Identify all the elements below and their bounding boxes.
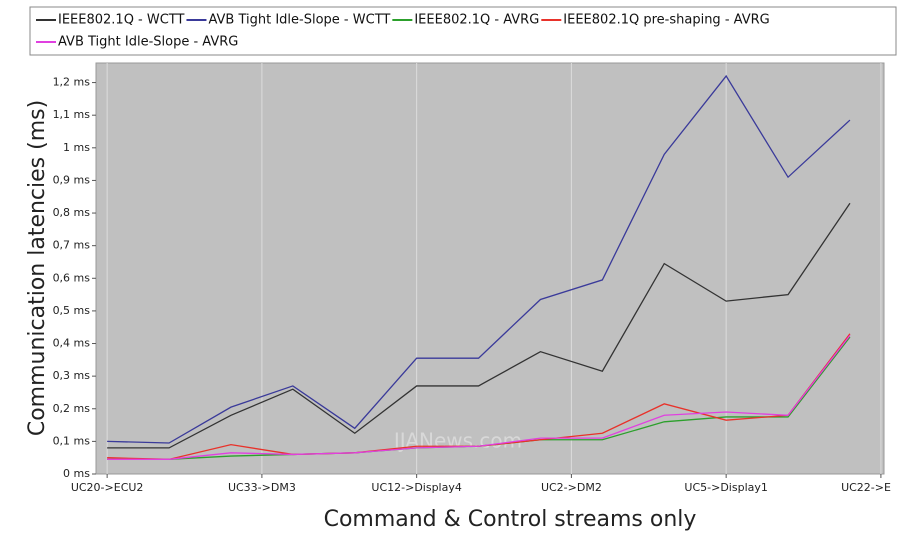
y-tick-label: 0,9 ms bbox=[53, 173, 91, 186]
x-tick-label: UC33->DM3 bbox=[228, 481, 296, 494]
y-tick-label: 1,1 ms bbox=[53, 108, 91, 121]
legend-label: IEEE802.1Q - AVRG bbox=[414, 13, 539, 28]
y-tick-label: 0,1 ms bbox=[53, 434, 91, 447]
x-tick-label: UC2->DM2 bbox=[541, 481, 602, 494]
series-line bbox=[107, 334, 851, 460]
x-tick-label: UC20->ECU2 bbox=[71, 481, 144, 494]
legend-box bbox=[29, 6, 897, 56]
plot-area bbox=[95, 62, 885, 475]
y-tick-label: 0,2 ms bbox=[53, 402, 91, 415]
x-tick-label: UC12->Display4 bbox=[371, 481, 461, 494]
y-axis-label: Communication latencies (ms) bbox=[25, 100, 50, 436]
x-tick-label: UC5->Display1 bbox=[684, 481, 767, 494]
y-tick-label: 0,7 ms bbox=[53, 239, 91, 252]
y-tick-label: 0,4 ms bbox=[53, 337, 91, 350]
y-tick-label: 0,8 ms bbox=[53, 206, 91, 219]
y-tick-label: 1 ms bbox=[63, 141, 90, 154]
y-tick-label: 0,3 ms bbox=[53, 369, 91, 382]
watermark: IJANews.com bbox=[394, 429, 522, 453]
x-axis-label: Command & Control streams only bbox=[324, 507, 697, 532]
series-line bbox=[107, 74, 851, 444]
y-tick-label: 0 ms bbox=[63, 467, 90, 480]
legend-label: AVB Tight Idle-Slope - WCTT bbox=[208, 13, 390, 28]
legend-label: IEEE802.1Q pre-shaping - AVRG bbox=[563, 13, 769, 28]
y-tick-label: 0,6 ms bbox=[53, 271, 91, 284]
y-tick-label: 0,5 ms bbox=[53, 304, 91, 317]
series-line bbox=[107, 202, 851, 449]
legend-label: IEEE802.1Q - WCTT bbox=[58, 13, 185, 28]
legend-label: AVB Tight Idle-Slope - AVRG bbox=[58, 35, 238, 50]
y-tick-label: 1,2 ms bbox=[53, 76, 91, 89]
x-tick-label: UC22->E bbox=[841, 481, 891, 494]
